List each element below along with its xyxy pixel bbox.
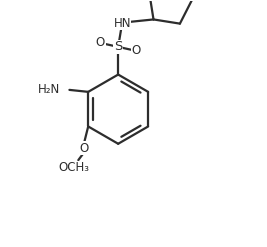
Text: H₂N: H₂N <box>38 83 61 96</box>
Text: O: O <box>80 142 89 155</box>
Text: HN: HN <box>113 17 131 30</box>
Text: OCH₃: OCH₃ <box>59 162 90 174</box>
Text: O: O <box>131 44 141 57</box>
Text: S: S <box>114 40 122 53</box>
Text: O: O <box>96 36 105 49</box>
